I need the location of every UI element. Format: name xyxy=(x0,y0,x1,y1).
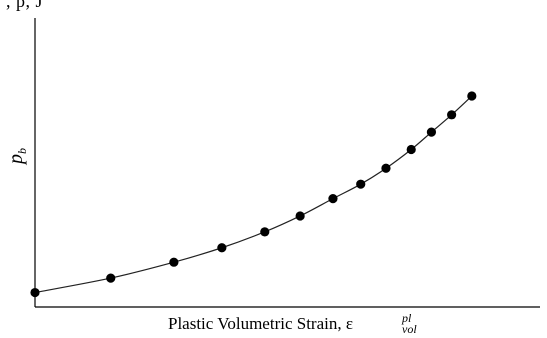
x-axis-label: Plastic Volumetric Strain, ε xyxy=(168,314,353,333)
series-line xyxy=(34,95,473,294)
plot-layer xyxy=(30,91,477,298)
data-point-4 xyxy=(217,243,227,253)
data-point-11 xyxy=(426,127,437,137)
data-point-9 xyxy=(381,163,391,173)
data-point-12 xyxy=(447,110,457,120)
y-axis-label-subscript: b xyxy=(15,148,29,154)
data-point-13 xyxy=(467,91,477,101)
x-axis-label-subscript: vol xyxy=(402,322,417,336)
data-point-8 xyxy=(356,179,366,189)
data-point-6 xyxy=(295,211,305,221)
data-point-3 xyxy=(169,257,179,267)
data-point-7 xyxy=(328,194,338,204)
data-point-2 xyxy=(106,273,116,283)
y-axis-label: pb xyxy=(5,148,29,166)
x-axis-label-symbol: ε xyxy=(346,314,353,333)
data-point-1 xyxy=(30,287,40,298)
y-axis-label-symbol: p xyxy=(5,154,27,166)
top-cropped-text: , p, J xyxy=(6,0,44,11)
x-axis-label-text: Plastic Volumetric Strain, xyxy=(168,314,346,333)
data-point-10 xyxy=(406,144,416,155)
data-point-5 xyxy=(260,227,270,237)
x-axis-label-superscript: pl xyxy=(401,311,412,325)
